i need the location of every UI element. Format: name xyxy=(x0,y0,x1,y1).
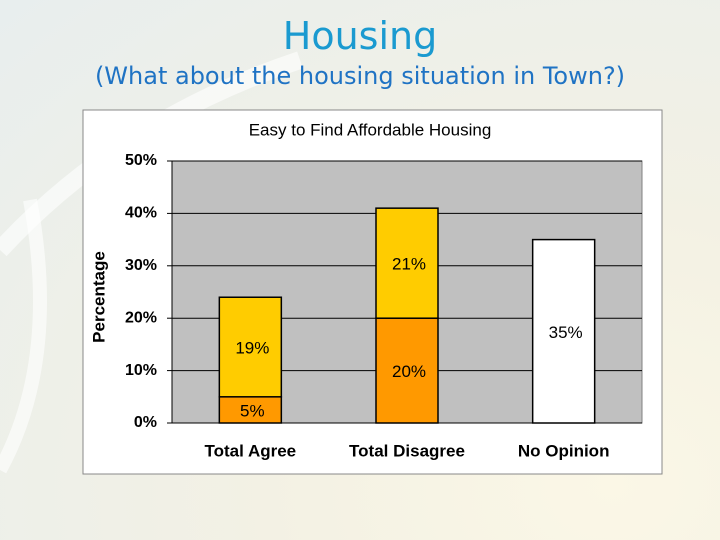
y-tick-label: 10% xyxy=(125,362,157,379)
y-tick-label: 50% xyxy=(125,152,157,169)
data-label: 19% xyxy=(235,339,269,358)
x-tick-label: No Opinion xyxy=(518,441,610,460)
x-tick-label: Total Agree xyxy=(205,441,297,460)
data-label: 5% xyxy=(240,401,265,420)
bar-segment xyxy=(531,238,596,424)
y-tick-label: 30% xyxy=(125,257,157,274)
chart-title: Easy to Find Affordable Housing xyxy=(249,120,492,139)
y-tick-label: 40% xyxy=(125,205,157,222)
data-label: 20% xyxy=(392,362,426,381)
y-axis-label: Percentage xyxy=(89,251,108,343)
bar-segment xyxy=(375,207,439,319)
bar-segment xyxy=(218,396,283,424)
slide-subtitle: (What about the housing situation in Tow… xyxy=(94,62,626,90)
bar-segment xyxy=(375,317,439,424)
slide-title: Housing xyxy=(282,14,438,58)
swirl xyxy=(0,198,47,474)
y-tick-label: 20% xyxy=(125,309,157,326)
data-label: 35% xyxy=(549,323,583,342)
x-tick-label: Total Disagree xyxy=(349,441,465,460)
bar-segment xyxy=(218,296,283,398)
y-tick-label: 0% xyxy=(134,414,157,431)
data-label: 21% xyxy=(392,255,426,274)
